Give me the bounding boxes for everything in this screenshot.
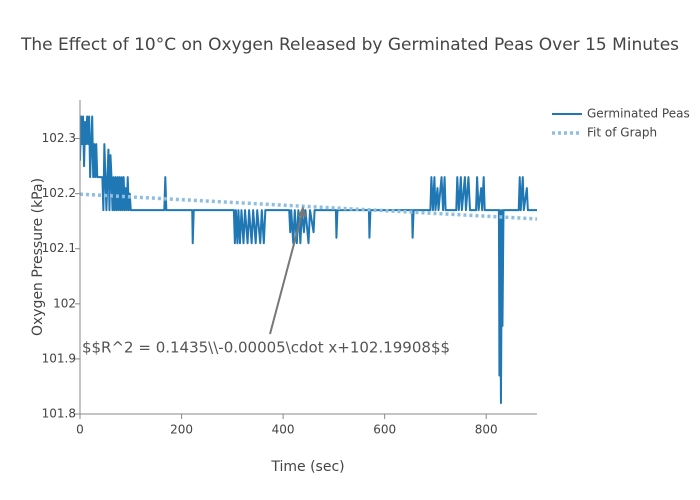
y-tick-label: 101.8 [42,407,76,421]
y-tick-label: 102.3 [42,131,76,145]
chart-title: The Effect of 10°C on Oxygen Released by… [20,35,679,55]
annotation-arrow [269,209,304,335]
y-tick-label: 102.2 [42,186,76,200]
y-tick-label: 102.1 [42,241,76,255]
x-tick-label: 0 [76,423,84,437]
annotation-arrowhead [298,206,307,217]
x-tick-label: 200 [170,423,193,437]
legend-label: Fit of Graph [587,126,657,140]
data-line [80,192,537,221]
x-axis-title: Time (sec) [270,459,344,475]
x-tick-label: 800 [475,423,498,437]
x-tick-label: 400 [272,423,295,437]
data-line [80,115,537,404]
legend-label: Germinated Peas [587,107,690,121]
y-axis-title: Oxygen Pressure (kPa) [30,178,46,336]
y-tick-label: 101.9 [42,351,76,365]
x-tick-label: 600 [373,423,396,437]
annotation: $$R^2 = 0.1435\\-0.00005\cdot x+102.1990… [82,339,450,357]
y-tick-label: 102 [53,296,76,310]
